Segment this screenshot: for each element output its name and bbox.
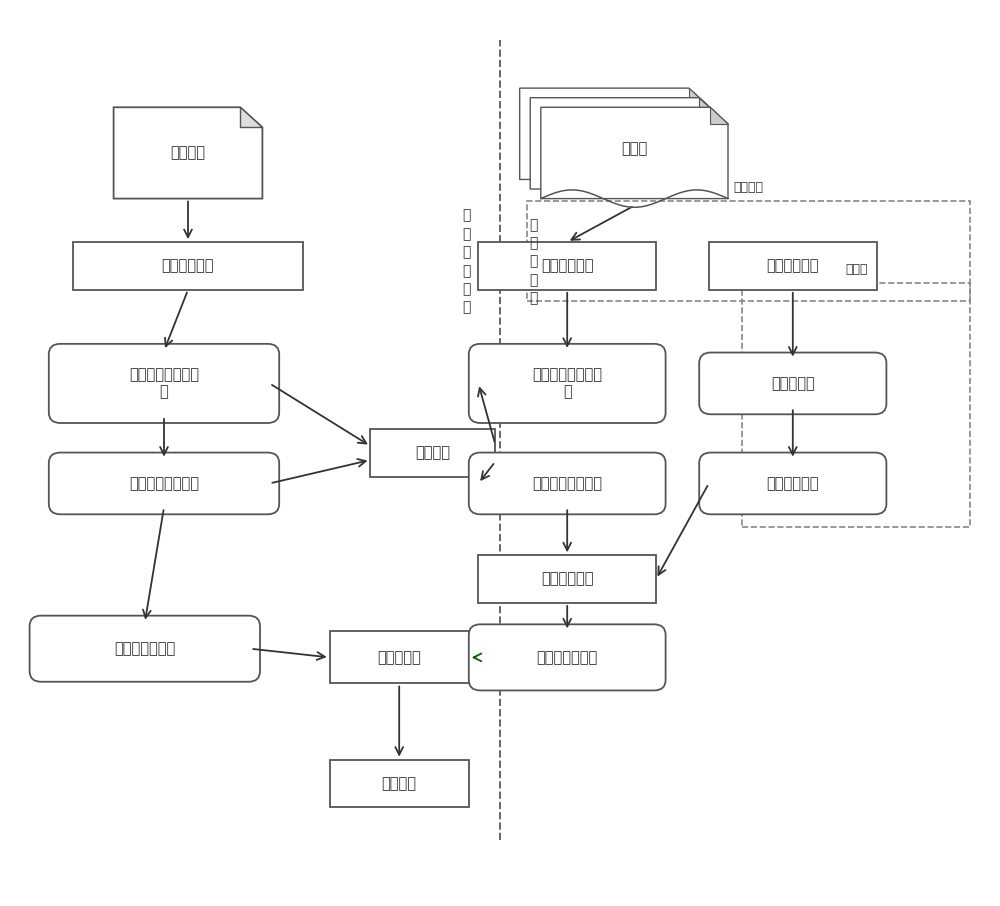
Polygon shape	[530, 98, 717, 189]
FancyBboxPatch shape	[469, 344, 666, 423]
Bar	[478, 242, 656, 290]
Polygon shape	[240, 107, 262, 128]
Bar	[478, 555, 656, 603]
Text: 设
计
文
档
方
面: 设 计 文 档 方 面	[462, 208, 471, 314]
Bar	[742, 284, 970, 527]
Text: 测试报告: 测试报告	[382, 776, 417, 791]
Text: 设计函数调用路径: 设计函数调用路径	[129, 476, 199, 491]
Text: 函数特征集: 函数特征集	[771, 376, 815, 390]
Text: 提取函数特征: 提取函数特征	[767, 258, 819, 274]
Text: 设计函数调用关系
图: 设计函数调用关系 图	[129, 367, 199, 400]
Text: 源
代
码
方
面: 源 代 码 方 面	[529, 217, 538, 305]
Text: 路径建立: 路径建立	[415, 446, 450, 460]
Bar	[709, 242, 877, 290]
Text: 识别器: 识别器	[845, 264, 867, 276]
FancyBboxPatch shape	[49, 453, 279, 515]
Text: 设计文档: 设计文档	[170, 146, 206, 160]
Polygon shape	[114, 107, 262, 198]
Text: 实际函数调用路径: 实际函数调用路径	[532, 476, 602, 491]
Text: 回填功能描述: 回填功能描述	[541, 572, 593, 586]
Text: 设计功能簇模型: 设计功能簇模型	[114, 641, 175, 656]
FancyBboxPatch shape	[49, 344, 279, 423]
Polygon shape	[520, 88, 707, 179]
FancyBboxPatch shape	[469, 453, 666, 515]
Polygon shape	[710, 107, 728, 124]
Polygon shape	[541, 107, 728, 198]
Polygon shape	[699, 98, 717, 114]
Text: 实际函数调用关系
图: 实际函数调用关系 图	[532, 367, 602, 400]
Text: 分析设计关系: 分析设计关系	[162, 258, 214, 274]
Text: 源代码: 源代码	[621, 141, 648, 156]
Polygon shape	[689, 88, 707, 104]
Text: 功能簇比较: 功能簇比较	[377, 650, 421, 665]
Text: 函数功能识别: 函数功能识别	[767, 476, 819, 491]
Bar	[527, 201, 970, 301]
Text: 实际功能簇模型: 实际功能簇模型	[537, 650, 598, 665]
FancyBboxPatch shape	[30, 616, 260, 681]
Text: 静态分析: 静态分析	[734, 181, 764, 194]
Bar	[73, 242, 303, 290]
Bar	[330, 759, 469, 807]
Bar	[370, 429, 495, 477]
Text: 提取调用关系: 提取调用关系	[541, 258, 593, 274]
FancyBboxPatch shape	[469, 624, 666, 690]
FancyBboxPatch shape	[699, 453, 886, 515]
Bar	[330, 631, 469, 683]
FancyBboxPatch shape	[699, 352, 886, 414]
